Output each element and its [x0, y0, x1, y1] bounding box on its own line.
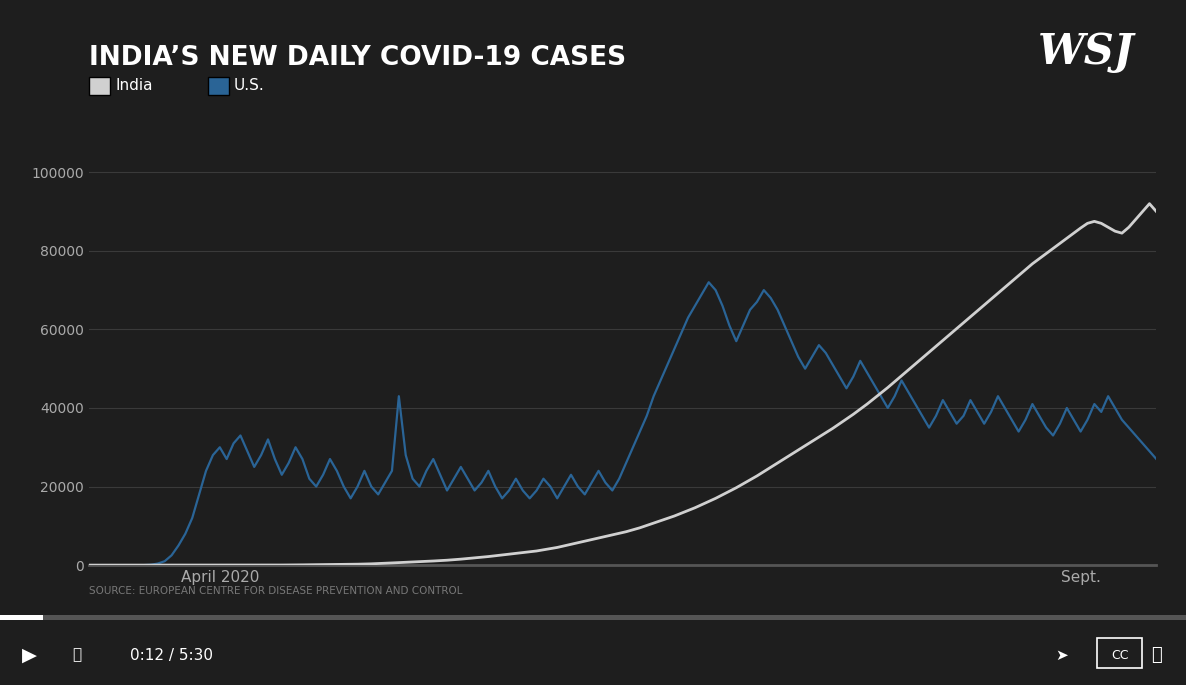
Text: ▶: ▶ — [23, 645, 37, 664]
Text: WSJ: WSJ — [1038, 31, 1134, 73]
Text: U.S.: U.S. — [234, 78, 264, 93]
Bar — [0, 615, 43, 621]
Text: INDIA’S NEW DAILY COVID-19 CASES: INDIA’S NEW DAILY COVID-19 CASES — [89, 45, 626, 71]
Text: CC: CC — [1111, 649, 1128, 662]
Text: 🔊: 🔊 — [72, 647, 82, 662]
Text: India: India — [115, 78, 153, 93]
Text: ⛶: ⛶ — [1150, 646, 1162, 664]
Text: SOURCE: EUROPEAN CENTRE FOR DISEASE PREVENTION AND CONTROL: SOURCE: EUROPEAN CENTRE FOR DISEASE PREV… — [89, 586, 463, 596]
Text: ➤: ➤ — [1056, 647, 1067, 662]
Bar — [0, 615, 1186, 621]
Text: 0:12 / 5:30: 0:12 / 5:30 — [130, 647, 213, 662]
